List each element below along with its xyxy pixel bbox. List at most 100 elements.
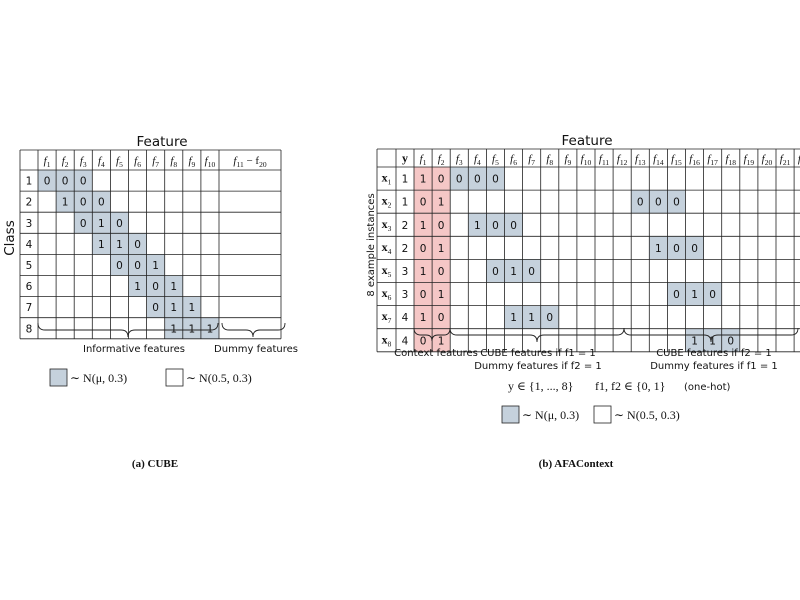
afa-instance-label: x6 xyxy=(382,286,392,302)
cube-cell-value: 0 xyxy=(62,176,69,188)
cube-feature-title: Feature xyxy=(136,134,187,150)
afa-context-value: 0 xyxy=(438,174,445,186)
cube-informative-cell xyxy=(128,254,147,276)
afa-informative-cell xyxy=(667,190,686,214)
afa-informative-cell xyxy=(468,167,487,191)
afa-cell-value: 1 xyxy=(510,312,517,324)
afa-cell-value: 0 xyxy=(492,174,499,186)
cube-class-label: Class xyxy=(2,220,18,256)
cube-informative-cell xyxy=(110,212,129,234)
cube-col-header: f2 xyxy=(62,155,69,169)
afa-informative-cell xyxy=(631,190,650,214)
afa-onehot-note: (one-hot) xyxy=(684,382,730,393)
afa-col-header: f18 xyxy=(725,153,736,167)
afa-cell-value: 0 xyxy=(691,243,698,255)
cube-cell-value: 0 xyxy=(80,218,87,230)
afa-informative-cell xyxy=(667,236,686,260)
afa-context-value: 1 xyxy=(420,174,427,186)
afa-col-header: f12 xyxy=(617,153,628,167)
afa-context-value: 0 xyxy=(420,289,427,301)
afa-y-value: 4 xyxy=(402,335,409,347)
cube-cell-value: 1 xyxy=(170,302,177,314)
afa-cell-value: 0 xyxy=(474,174,481,186)
cube-class-number: 6 xyxy=(26,281,33,293)
cube-informative-cell xyxy=(92,212,111,234)
cube-class-number: 3 xyxy=(26,218,33,230)
afa-cube-f2-line1: CUBE features if f2 = 1 xyxy=(656,348,772,359)
afa-f-set: f1, f2 ∈ {0, 1} xyxy=(595,379,665,393)
cube-class-number: 5 xyxy=(26,260,33,272)
afa-context-value: 1 xyxy=(438,335,445,347)
afa-instances-label: 8 example instances xyxy=(366,193,377,296)
afa-cell-value: 0 xyxy=(492,220,499,232)
cube-cell-value: 1 xyxy=(134,281,141,293)
afa-col-header: f9 xyxy=(564,153,571,167)
afa-informative-cell xyxy=(504,213,523,237)
afa-context-value: 1 xyxy=(438,289,445,301)
cube-dummy-label: Dummy features xyxy=(214,344,298,355)
cube-col-header: f9 xyxy=(188,155,195,169)
cube-informative-cell xyxy=(182,296,201,318)
cube-informative-cell xyxy=(110,233,129,255)
afa-cell-value: 1 xyxy=(510,266,517,278)
cube-col-header: f5 xyxy=(116,155,123,169)
cube-col-header: f4 xyxy=(98,155,105,169)
cube-legend-dummy-swatch xyxy=(165,368,184,387)
afa-col-header: f19 xyxy=(744,153,755,167)
cube-informative-cell xyxy=(146,275,165,297)
afa-y-value: 1 xyxy=(402,197,409,209)
afa-informative-cell xyxy=(649,190,668,214)
afa-context-value: 0 xyxy=(420,335,427,347)
afa-cell-value: 1 xyxy=(691,335,698,347)
cube-col-header: f6 xyxy=(134,155,141,169)
afa-informative-cell xyxy=(522,305,541,329)
cube-class-number: 4 xyxy=(26,239,33,251)
afa-context-label: Context features xyxy=(394,348,478,359)
afa-cell-value: 0 xyxy=(673,243,680,255)
afa-col-header: f10 xyxy=(581,153,592,167)
afa-instance-label: x3 xyxy=(382,217,392,233)
afa-instance-label: x5 xyxy=(382,263,392,279)
afa-y-header: y xyxy=(402,151,408,165)
cube-informative-cell xyxy=(56,170,75,192)
afa-cell-value: 0 xyxy=(528,266,535,278)
afa-cell-value: 0 xyxy=(673,289,680,301)
cube-legend-informative-swatch xyxy=(49,368,68,387)
cube-cell-value: 1 xyxy=(170,281,177,293)
cube-caption: (a) CUBE xyxy=(132,458,178,470)
afa-informative-cell xyxy=(685,282,704,306)
cube-cell-value: 0 xyxy=(134,260,141,272)
afa-y-value: 3 xyxy=(402,266,409,278)
cube-col-header: f3 xyxy=(80,155,87,169)
afa-feature-title: Feature xyxy=(561,133,612,149)
cube-cell-value: 1 xyxy=(189,323,196,335)
afa-cell-value: 1 xyxy=(709,335,716,347)
cube-informative-cell xyxy=(200,317,219,339)
afa-col-header: f17 xyxy=(707,153,718,167)
afa-context-value: 1 xyxy=(420,266,427,278)
afa-col-header: f20 xyxy=(762,153,773,167)
cube-informative-cell xyxy=(92,191,111,213)
cube-cell-value: 1 xyxy=(189,302,196,314)
afa-caption: (b) AFAContext xyxy=(539,458,614,470)
afa-informative-cell xyxy=(703,328,722,352)
cube-dummy-brace xyxy=(221,322,286,338)
afa-y-value: 4 xyxy=(402,312,409,324)
afa-informative-cell xyxy=(486,213,505,237)
afa-col-header: f5 xyxy=(492,153,499,167)
afa-informative-cell xyxy=(486,259,505,283)
cube-cell-value: 1 xyxy=(152,260,159,272)
afa-cube-f1-line1: CUBE features if f1 = 1 xyxy=(480,348,596,359)
cube-cell-value: 1 xyxy=(62,197,69,209)
afa-legend-dummy-text: ∼ N(0.5, 0.3) xyxy=(614,408,680,422)
afa-panel: Feature 8 example instances 0 0 00 0 01 0 01 0 0… xyxy=(366,133,800,470)
afa-cube-f2-line2: Dummy features if f1 = 1 xyxy=(650,361,778,372)
afa-informative-cell xyxy=(504,305,523,329)
afa-informative-cell xyxy=(721,328,740,352)
cube-informative-cell xyxy=(74,191,93,213)
cube-informative-cell xyxy=(38,170,57,192)
cube-informative-cell xyxy=(164,275,183,297)
afa-col-header: f8 xyxy=(546,153,553,167)
afa-col-header: f3 xyxy=(456,153,463,167)
afa-informative-cell xyxy=(685,236,704,260)
